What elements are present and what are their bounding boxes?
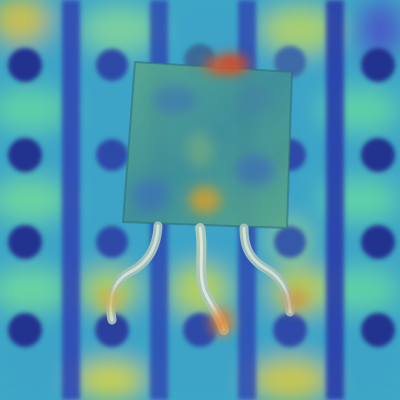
hole [96,226,128,258]
hole [361,48,395,82]
hole [95,313,129,347]
strip-1 [62,0,80,400]
hole [274,46,306,78]
board-holes [8,44,395,347]
hole [96,49,128,81]
hole [361,225,395,259]
hole [273,313,307,347]
hole [361,138,395,172]
transistor-package [121,58,294,230]
strip-4 [326,0,344,400]
hole [96,139,128,171]
heatmap-hotspots [96,54,308,336]
hole [8,138,42,172]
hole [8,48,42,82]
hole [8,225,42,259]
hole [8,313,42,347]
hole [183,313,217,347]
hole [274,226,306,258]
hole [361,313,395,347]
